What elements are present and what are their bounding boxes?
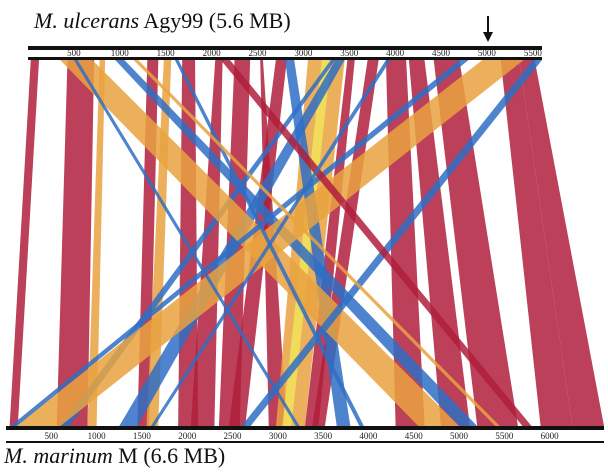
bottom-tick-labels: 500 1000 1500 2000 2500 3000 3500 4000 4500 5000 5… bbox=[45, 431, 560, 441]
synteny-band-forward-match bbox=[433, 60, 518, 426]
top-tick-label: 4000 bbox=[386, 48, 405, 58]
synteny-band-reverse-match-light bbox=[282, 60, 331, 426]
synteny-band-forward-match-light bbox=[87, 60, 106, 426]
top-tick-label: 1500 bbox=[157, 48, 176, 58]
top-tick-label: 3500 bbox=[340, 48, 359, 58]
bottom-tick-label: 2000 bbox=[178, 431, 197, 441]
synteny-band-forward-match bbox=[220, 60, 532, 426]
synteny-band-forward-match bbox=[500, 60, 573, 426]
synteny-band-forward-match bbox=[56, 60, 95, 426]
top-tick-label: 500 bbox=[67, 48, 81, 58]
bottom-tick-label: 5000 bbox=[450, 431, 469, 441]
bottom-tick-label: 2500 bbox=[224, 431, 243, 441]
top-species: M. ulcerans bbox=[34, 8, 140, 33]
top-tick-label: 5000 bbox=[478, 48, 497, 58]
bottom-genome-bar bbox=[6, 441, 604, 443]
top-strain-size: Agy99 (5.6 MB) bbox=[143, 8, 291, 33]
bottom-genome-title: M. marinum M (6.6 MB) bbox=[4, 443, 225, 469]
top-genome-bar bbox=[28, 46, 542, 50]
top-tick-labels: 500 1000 1500 2000 2500 3000 3500 4000 4500 5000 5… bbox=[67, 48, 542, 58]
top-genome-axis: 500 1000 1500 2000 2500 3000 3500 4000 4500 5000 5… bbox=[28, 16, 542, 60]
synteny-band-reverse-match bbox=[115, 60, 478, 426]
top-tick-label: 4500 bbox=[432, 48, 451, 58]
bottom-species: M. marinum bbox=[4, 443, 113, 468]
top-genome-title: M. ulcerans Agy99 (5.6 MB) bbox=[34, 8, 291, 34]
bottom-tick-label: 3500 bbox=[314, 431, 333, 441]
bottom-tick-label: 5500 bbox=[495, 431, 514, 441]
bottom-tick-label: 3000 bbox=[269, 431, 288, 441]
synteny-bands bbox=[9, 60, 604, 426]
bottom-tick-label: 4000 bbox=[359, 431, 378, 441]
top-tick-label: 2500 bbox=[248, 48, 267, 58]
top-tick-label: 5500 bbox=[524, 48, 543, 58]
top-genome-edge bbox=[28, 57, 542, 60]
bottom-tick-label: 1500 bbox=[133, 431, 152, 441]
synteny-band-forward-match-light bbox=[133, 60, 500, 426]
top-tick-label: 2000 bbox=[203, 48, 222, 58]
position-arrow-icon bbox=[483, 16, 493, 42]
bottom-strain-size: M (6.6 MB) bbox=[118, 443, 226, 468]
top-tick-label: 1000 bbox=[111, 48, 130, 58]
bottom-tick-label: 6000 bbox=[541, 431, 560, 441]
bottom-genome-edge bbox=[6, 426, 604, 430]
synteny-band-forward-match bbox=[9, 60, 40, 426]
bottom-tick-label: 4500 bbox=[405, 431, 424, 441]
bottom-tick-label: 500 bbox=[45, 431, 59, 441]
synteny-band-forward-match bbox=[519, 60, 604, 426]
synteny-band-reverse-match bbox=[73, 60, 300, 426]
synteny-band-reverse-match bbox=[10, 60, 469, 426]
bottom-genome-axis: 500 1000 1500 2000 2500 3000 3500 4000 4500 5000 5… bbox=[6, 426, 604, 443]
top-tick-label: 3000 bbox=[294, 48, 313, 58]
synteny-band-forward-match bbox=[190, 60, 223, 426]
bottom-tick-label: 1000 bbox=[88, 431, 107, 441]
synteny-band-reverse-match bbox=[150, 60, 391, 426]
